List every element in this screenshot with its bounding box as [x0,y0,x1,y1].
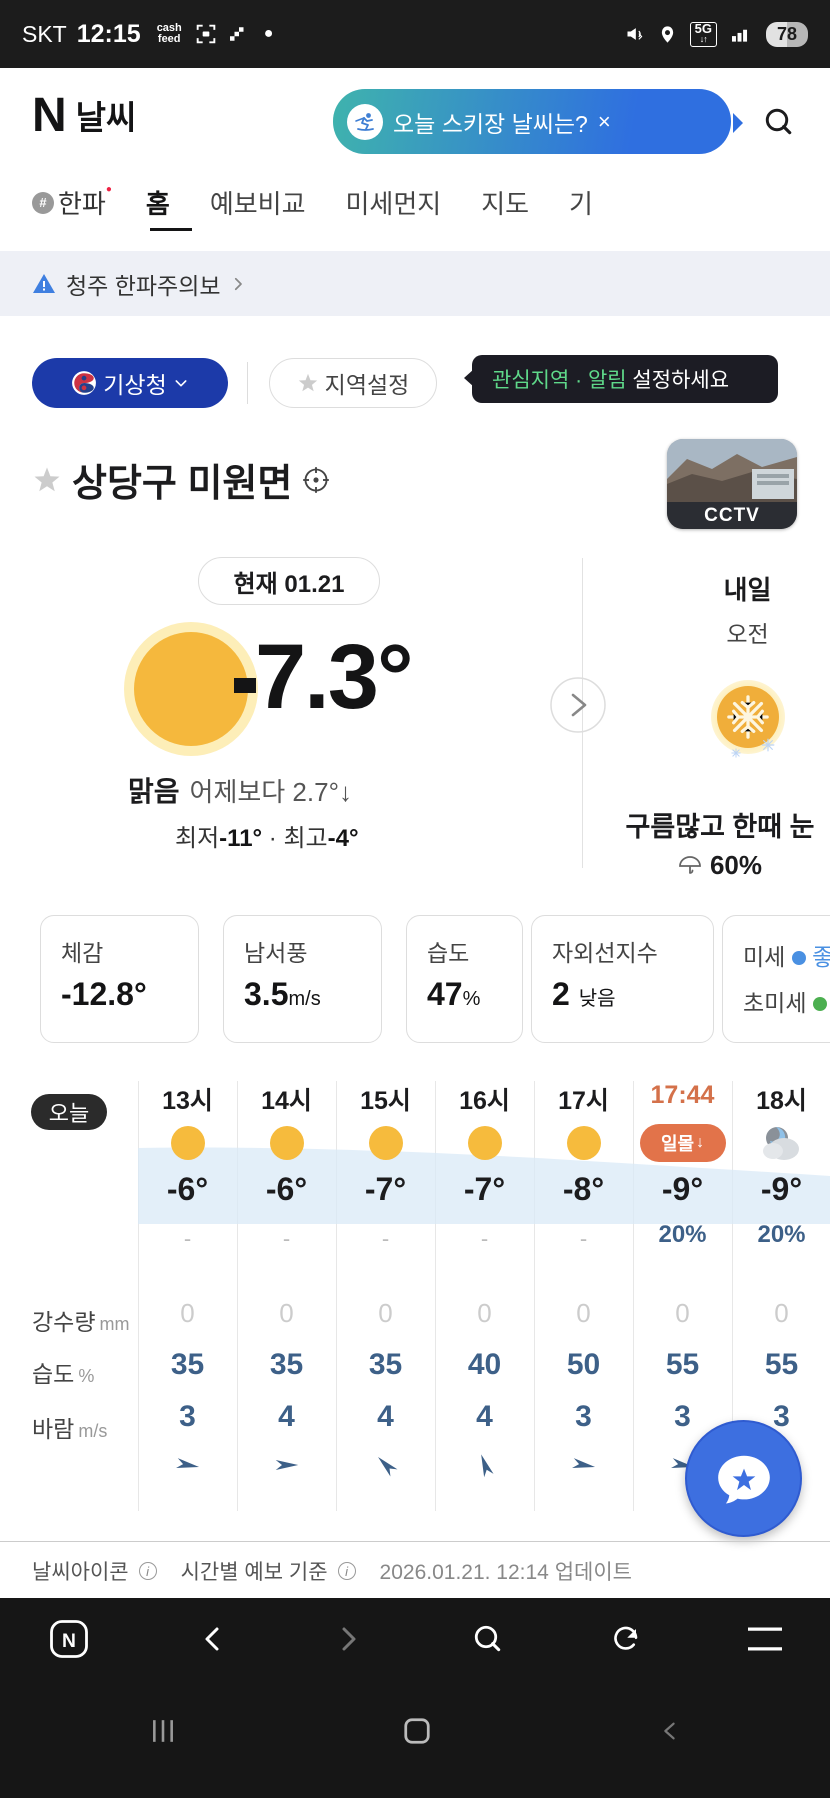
svg-text:N: N [62,1631,76,1652]
